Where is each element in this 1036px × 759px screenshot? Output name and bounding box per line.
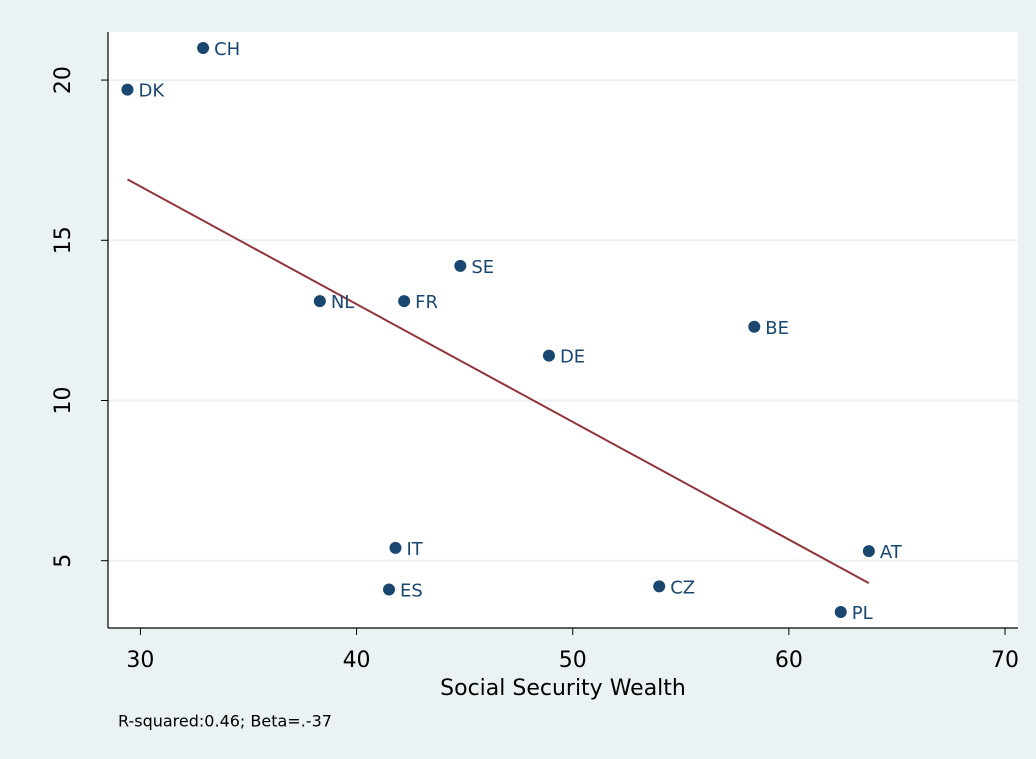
point [862, 545, 875, 558]
y-tick-label: 20 [51, 66, 76, 94]
point [542, 349, 555, 362]
point [653, 580, 666, 593]
point-label: BE [765, 318, 789, 339]
point [398, 295, 411, 308]
point-label: DK [138, 81, 165, 102]
grid [108, 79, 1018, 562]
x-tick-label: 50 [559, 648, 587, 673]
x-tick-label: 30 [126, 648, 154, 673]
x-tick-label: 70 [991, 648, 1019, 673]
point-label: PL [852, 603, 873, 624]
point [382, 583, 395, 596]
x-tick-label: 40 [343, 648, 371, 673]
y-tick-label: 15 [51, 226, 76, 254]
plot-area [108, 32, 1018, 628]
point [121, 83, 134, 96]
point-label: NL [331, 292, 355, 313]
point-label: IT [406, 539, 423, 560]
point-label: AT [880, 542, 903, 563]
y-tick-label: 5 [51, 554, 76, 568]
point-label: DE [560, 347, 585, 368]
point [748, 320, 761, 333]
x-axis-label: Social Security Wealth [440, 676, 686, 701]
point [834, 605, 847, 618]
point [197, 42, 210, 55]
point-label: CH [214, 39, 240, 60]
marks: CH DK SE NL FR BE DE IT ES CZ AT PL [121, 39, 903, 624]
point-label: SE [471, 257, 494, 278]
point-label: ES [400, 581, 423, 602]
point [313, 295, 326, 308]
point-label: FR [415, 292, 438, 313]
fit-line [126, 178, 870, 585]
y-tick-label: 10 [51, 386, 76, 414]
note: R-squared:0.46; Beta=.-37 [118, 712, 332, 731]
point [389, 541, 402, 554]
x-tick-label: 60 [775, 648, 803, 673]
point-label: CZ [670, 577, 695, 598]
point [454, 259, 467, 272]
